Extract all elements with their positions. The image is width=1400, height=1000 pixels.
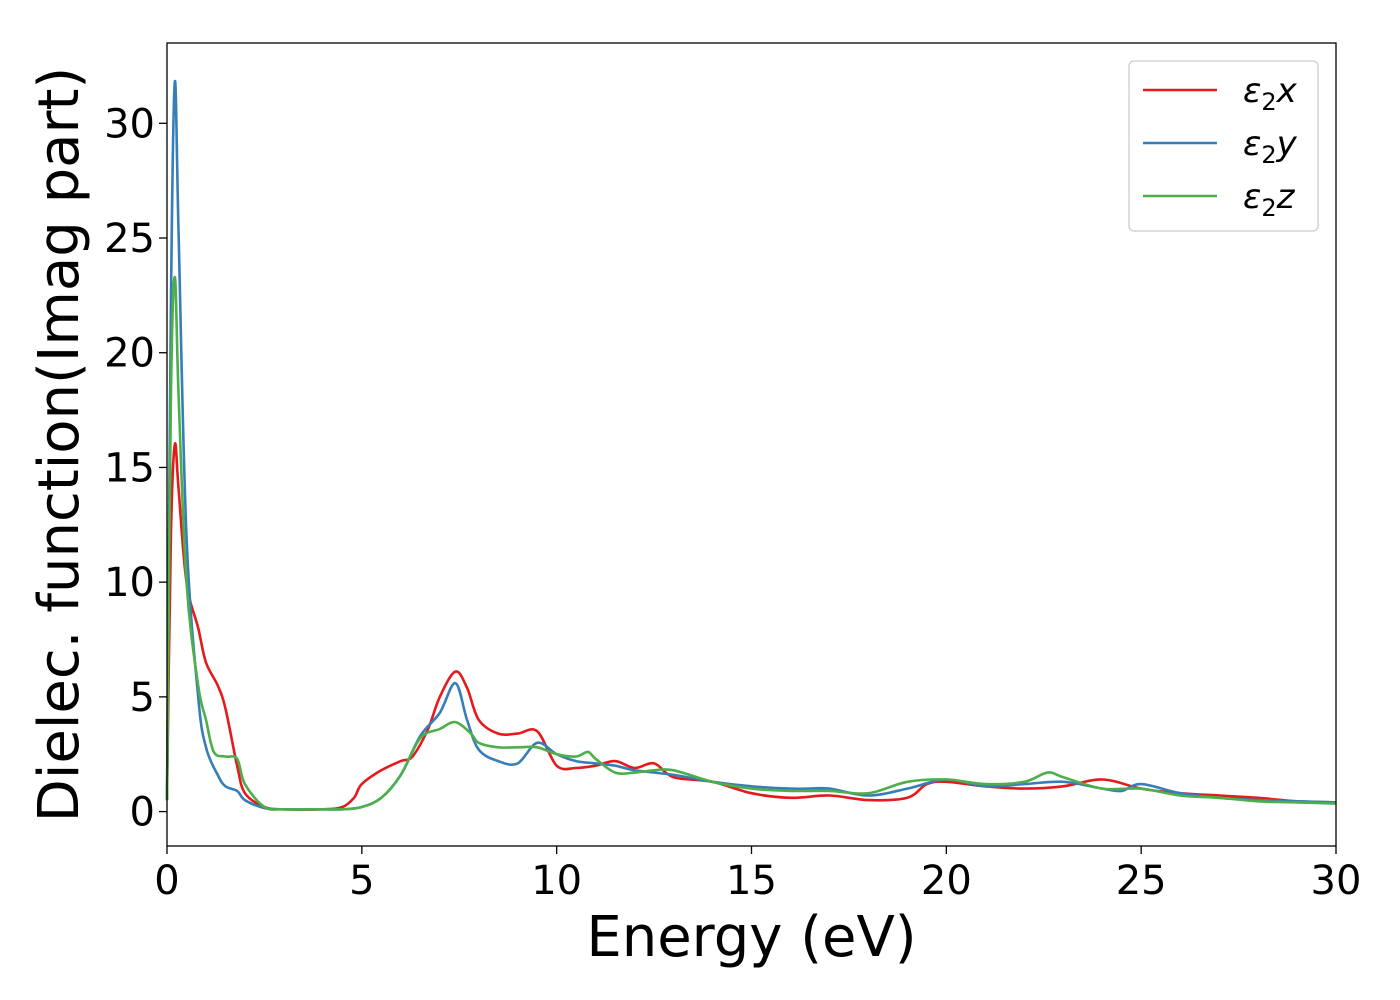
y-tick-label: 30 bbox=[104, 101, 155, 147]
y-tick-label: 0 bbox=[130, 790, 155, 836]
legend-label-x: ε2x bbox=[1243, 71, 1298, 116]
series-line-x bbox=[165, 442, 1337, 811]
y-tick-label: 5 bbox=[130, 675, 155, 721]
x-axis-title: Energy (eV) bbox=[586, 905, 916, 970]
y-tick-label: 20 bbox=[104, 331, 155, 377]
series-lines bbox=[165, 79, 1337, 811]
y-tick-label: 10 bbox=[104, 560, 155, 606]
y-axis-title: Dielec. function(Imag part) bbox=[27, 67, 92, 823]
legend-label-y: ε2y bbox=[1243, 124, 1298, 169]
x-tick-label: 5 bbox=[349, 858, 374, 904]
series-line-z bbox=[165, 275, 1337, 811]
x-tick-label: 0 bbox=[154, 858, 179, 904]
legend-box bbox=[1128, 60, 1319, 232]
legend-label-z: ε2z bbox=[1243, 177, 1296, 222]
y-axis-ticks: 0 5 10 15 20 25 30 bbox=[104, 101, 167, 836]
x-tick-label: 25 bbox=[1116, 858, 1167, 904]
y-tick-label: 15 bbox=[104, 445, 155, 491]
legend: ε2x ε2y ε2z bbox=[1128, 60, 1319, 232]
x-tick-label: 10 bbox=[531, 858, 582, 904]
x-tick-label: 30 bbox=[1311, 858, 1362, 904]
x-tick-label: 15 bbox=[726, 858, 777, 904]
x-tick-label: 20 bbox=[921, 858, 972, 904]
x-axis-ticks: 0 5 10 15 20 25 30 bbox=[154, 846, 1361, 904]
y-tick-label: 25 bbox=[104, 216, 155, 262]
